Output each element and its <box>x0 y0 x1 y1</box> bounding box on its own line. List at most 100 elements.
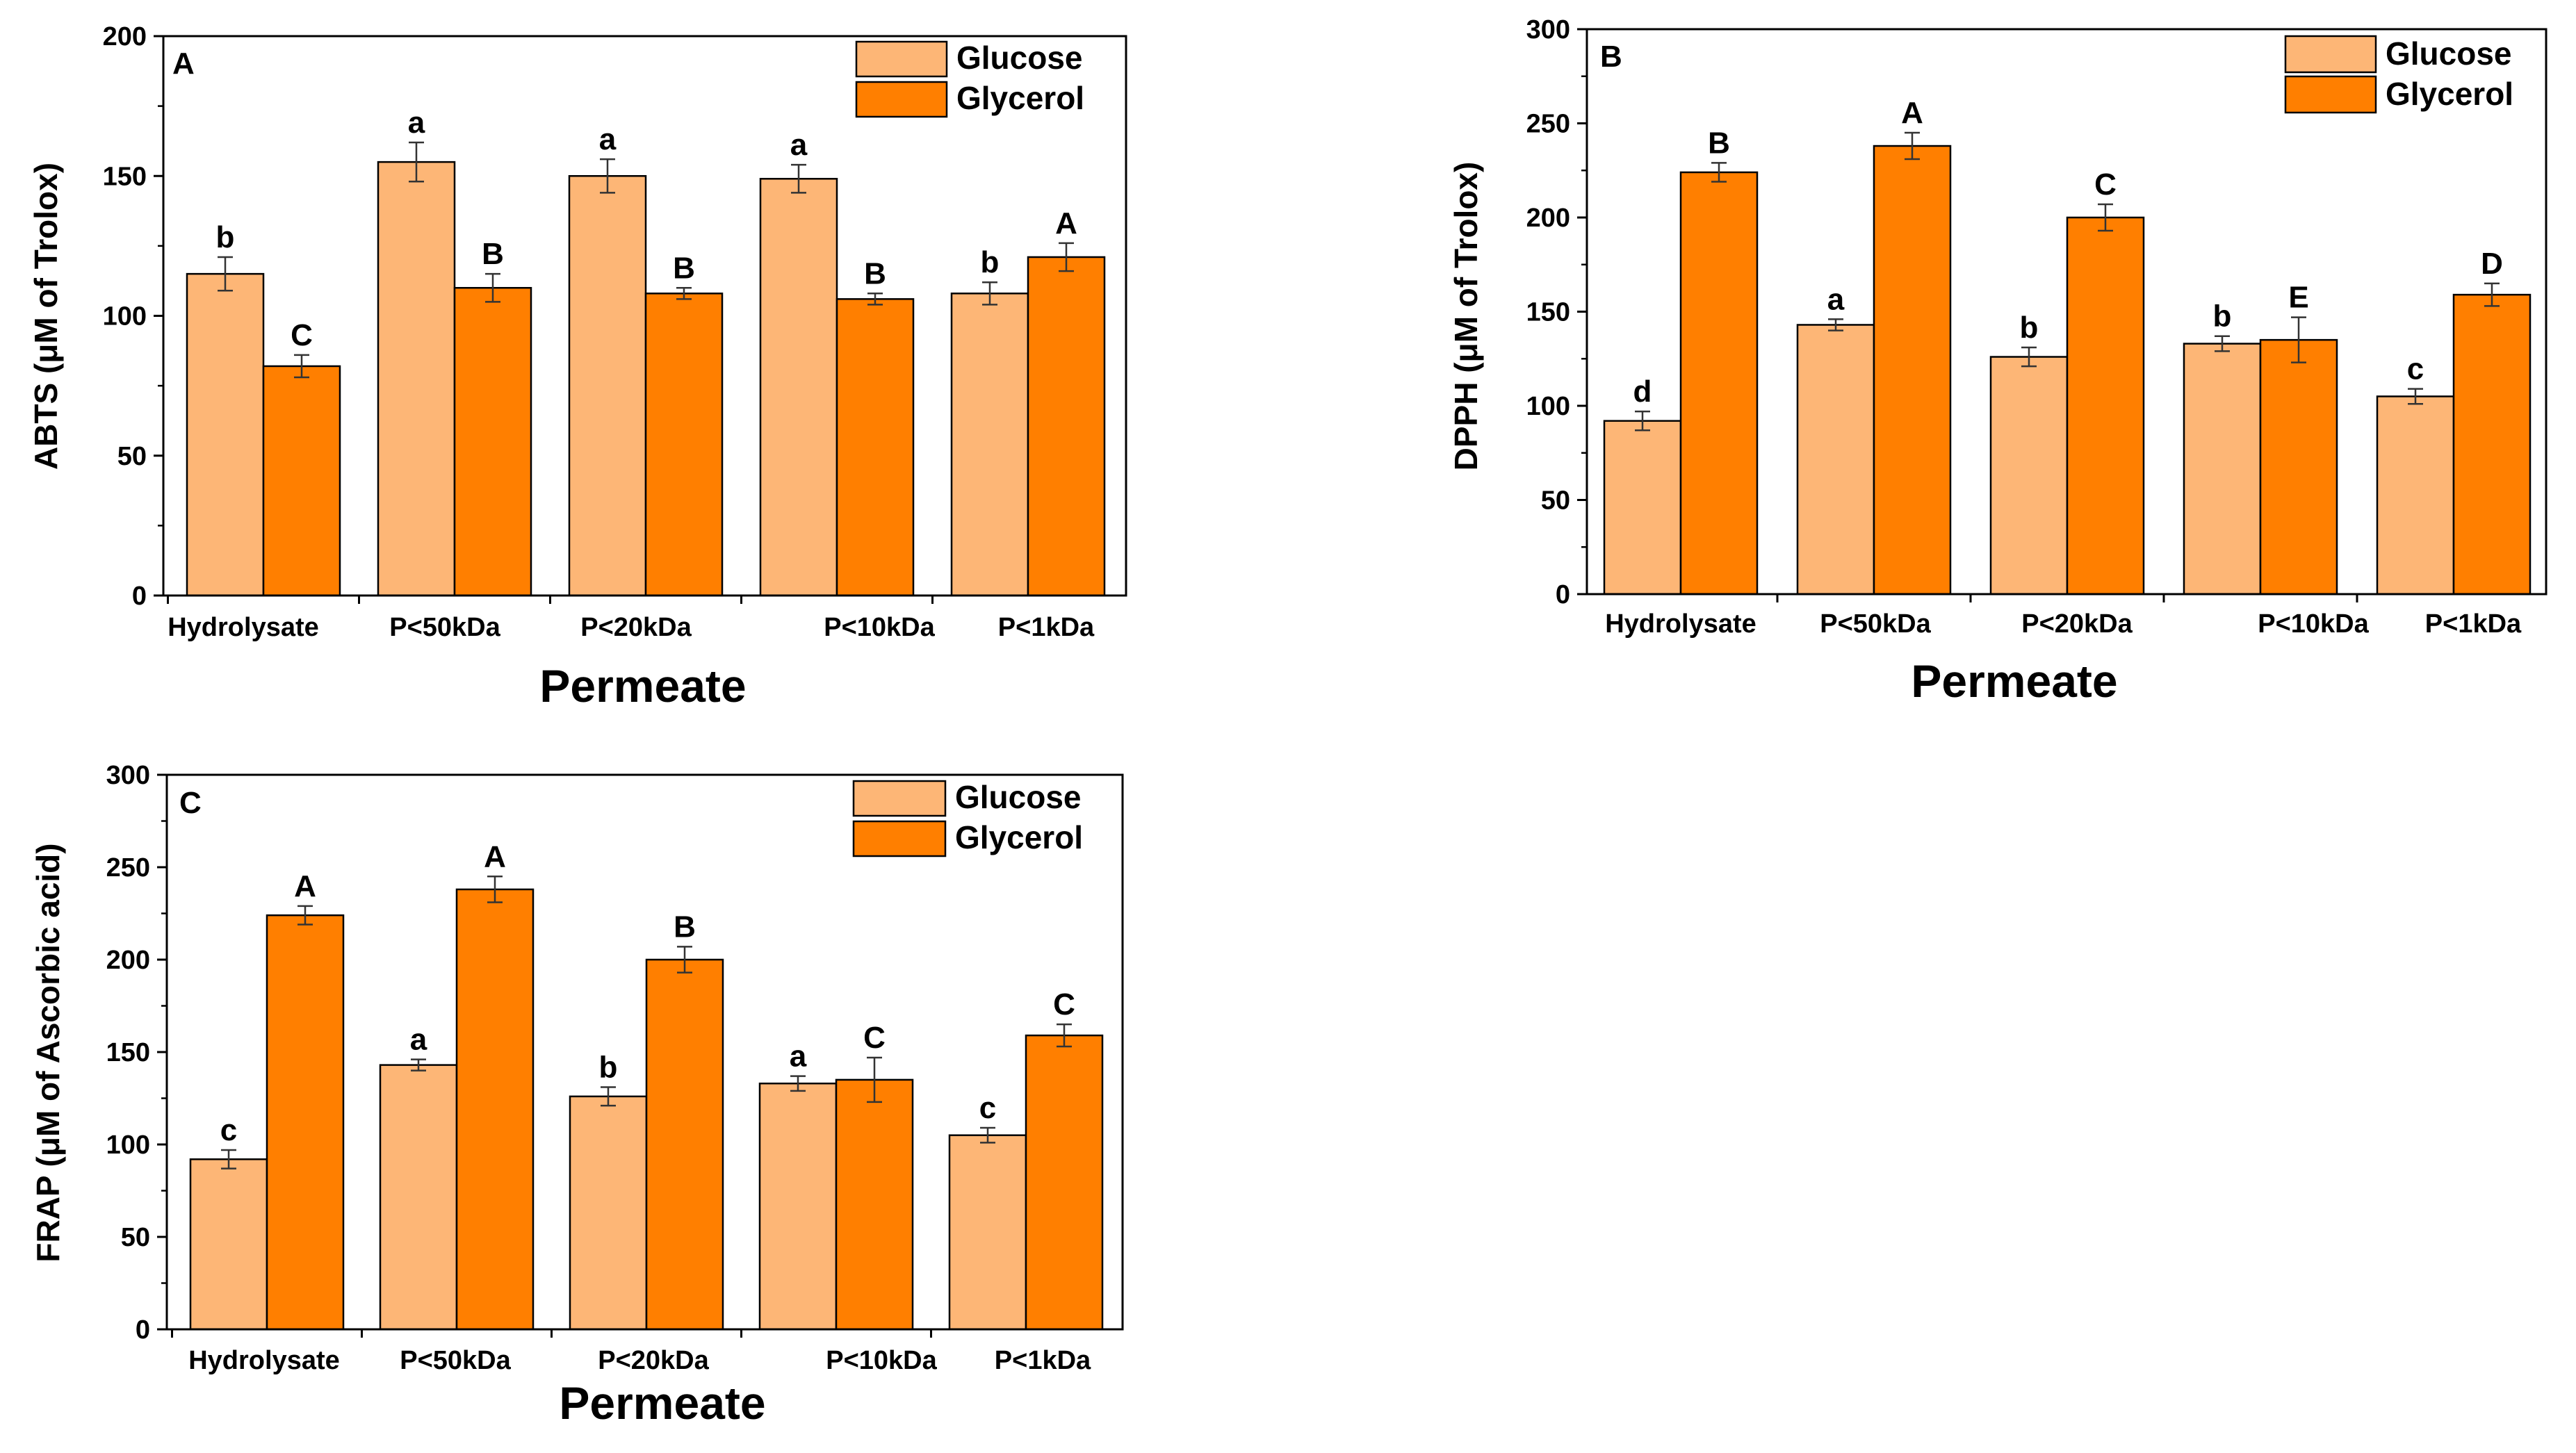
x-tick-label: P<1kDa <box>995 1346 1091 1375</box>
y-tick-label: 0 <box>136 1315 150 1345</box>
legend-swatch-glycerol <box>2284 75 2377 114</box>
x-tick-label: P<10kDa <box>824 613 935 642</box>
x-tick-label: P<50kDa <box>400 1346 511 1375</box>
significance-letter: b <box>216 220 235 254</box>
glycerol-bar <box>835 298 915 597</box>
significance-letter: c <box>2407 352 2424 386</box>
glucose-bar <box>189 1158 268 1331</box>
legend-label-glucose: Glucose <box>955 779 1082 815</box>
legend: Glucose Glycerol <box>2284 35 2513 114</box>
legend-swatch-glycerol <box>855 81 948 118</box>
significance-letter: b <box>981 245 1000 279</box>
y-tick-label: 100 <box>106 1131 150 1160</box>
y-axis-label: FRAP (μM of Ascorbic acid) <box>30 843 66 1262</box>
significance-letter: a <box>1827 282 1845 316</box>
glucose-bar <box>377 161 456 597</box>
significance-letter: a <box>410 1023 427 1057</box>
y-tick-label: 250 <box>106 853 150 883</box>
y-axis-label: ABTS (μM of Trolox) <box>28 163 64 470</box>
significance-letter: b <box>599 1051 618 1085</box>
significance-letter: B <box>1708 126 1730 160</box>
y-tick-label: 50 <box>121 1223 150 1252</box>
glycerol-bar <box>645 958 724 1331</box>
significance-letter: D <box>2481 247 2503 281</box>
glycerol-bar <box>644 293 724 597</box>
legend-label-glycerol: Glycerol <box>956 80 1084 116</box>
significance-letter: C <box>2094 167 2117 202</box>
significance-letter: a <box>408 106 425 140</box>
x-tick-label: P<1kDa <box>2425 609 2522 639</box>
glucose-bar <box>950 293 1029 597</box>
legend-swatch-glycerol <box>852 820 947 857</box>
x-axis-label: Permeate <box>539 660 746 712</box>
significance-letter: C <box>1053 987 1075 1021</box>
x-tick-label: P<10kDa <box>826 1346 937 1375</box>
x-axis-label: Permeate <box>1911 655 2117 707</box>
x-tick-label: P<20kDa <box>598 1346 709 1375</box>
x-tick-label: Hydrolysate <box>1605 609 1756 639</box>
legend-swatch-glucose <box>2284 35 2377 74</box>
glucose-bar <box>1603 420 1682 596</box>
x-tick-label: P<20kDa <box>2021 609 2133 639</box>
significance-letter: C <box>291 318 313 352</box>
chart-panel-b: d B Hydrolysate a A P<50kDa b C P<20kDa b E P<10kDa… <box>1448 15 2548 707</box>
significance-letter: B <box>673 251 695 285</box>
y-tick-label: 300 <box>1526 15 1570 44</box>
y-tick-label: 50 <box>1541 486 1570 516</box>
x-tick-label: P<50kDa <box>1820 609 1931 639</box>
significance-letter: A <box>1901 96 1923 130</box>
x-tick-label: P<50kDa <box>389 613 500 642</box>
significance-letter: a <box>790 128 808 162</box>
y-tick-label: 200 <box>103 22 147 51</box>
significance-letter: A <box>484 839 506 873</box>
glycerol-bar <box>453 287 532 597</box>
y-tick-label: 200 <box>106 946 150 975</box>
significance-letter: a <box>790 1040 807 1074</box>
glycerol-bar <box>1025 1034 1104 1331</box>
glycerol-bar <box>262 365 341 597</box>
y-tick-label: 300 <box>106 761 150 790</box>
significance-letter: b <box>2213 299 2232 334</box>
panel-label: B <box>1600 40 1622 74</box>
legend-swatch-glucose <box>852 780 947 817</box>
y-tick-label: 100 <box>1526 392 1570 421</box>
legend-label-glycerol: Glycerol <box>2386 76 2513 112</box>
significance-letter: a <box>599 122 617 156</box>
chart-panel-c: c A Hydrolysate a A P<50kDa b B P<20kDa a C P<10kDa… <box>30 761 1124 1429</box>
glycerol-bar <box>835 1078 914 1331</box>
chart-panel-a: b C Hydrolysate a B P<50kDa a B P<20kDa a B P<10kDa… <box>28 22 1127 712</box>
legend-label-glucose: Glucose <box>956 40 1083 76</box>
legend-swatch-glucose <box>855 40 948 78</box>
panel-label: A <box>172 47 195 81</box>
y-tick-label: 0 <box>132 582 147 611</box>
x-tick-label: P<10kDa <box>2258 609 2369 639</box>
y-tick-label: 50 <box>117 442 147 471</box>
x-tick-label: P<1kDa <box>998 613 1095 642</box>
glucose-bar <box>568 175 647 597</box>
glycerol-bar <box>2259 338 2338 596</box>
legend: Glucose Glycerol <box>852 779 1083 857</box>
glycerol-bar <box>2452 293 2532 596</box>
legend-label-glucose: Glucose <box>2386 35 2512 72</box>
panel-label: C <box>179 786 202 820</box>
glycerol-bar <box>2066 216 2145 596</box>
significance-letter: b <box>2020 311 2039 345</box>
significance-letter: B <box>864 256 886 290</box>
y-tick-label: 100 <box>103 302 147 331</box>
y-tick-label: 150 <box>103 162 147 191</box>
significance-letter: E <box>2288 281 2308 315</box>
glucose-bar <box>948 1134 1027 1331</box>
x-tick-label: P<20kDa <box>580 613 692 642</box>
glycerol-bar <box>266 914 345 1331</box>
y-tick-label: 0 <box>1556 580 1570 609</box>
x-tick-label: Hydrolysate <box>168 613 319 642</box>
x-tick-label: Hydrolysate <box>188 1346 340 1375</box>
glucose-bar <box>758 1082 838 1331</box>
glucose-bar <box>759 178 838 597</box>
glucose-bar <box>186 272 265 597</box>
significance-letter: A <box>294 869 316 903</box>
glucose-bar <box>1989 356 2069 596</box>
significance-letter: d <box>1633 375 1652 409</box>
significance-letter: A <box>1055 206 1077 240</box>
